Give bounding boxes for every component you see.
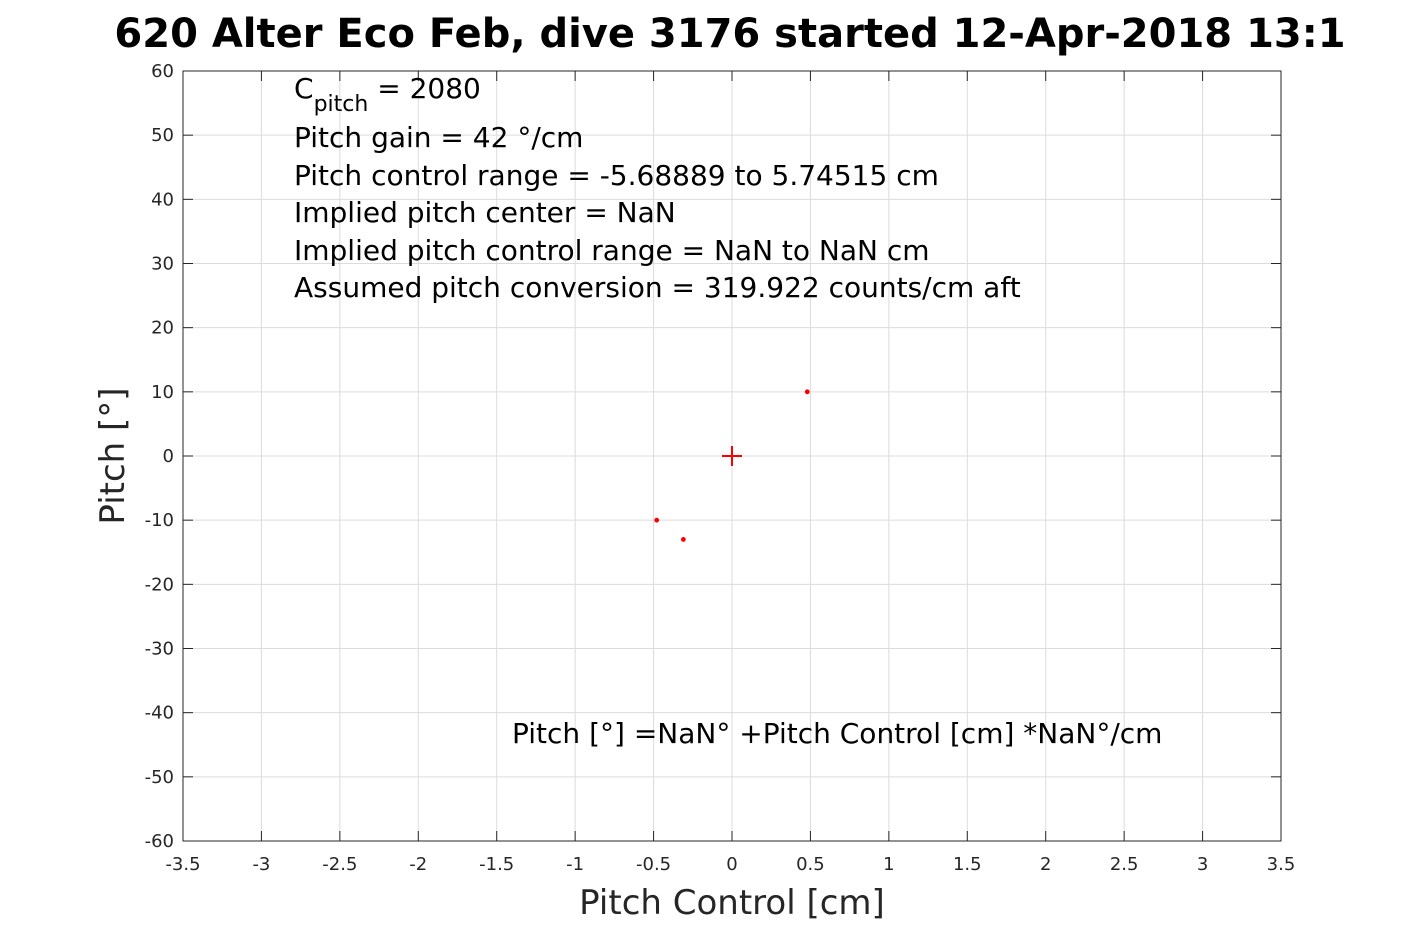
- y-tick-label: 10: [151, 382, 174, 403]
- x-tick-label: 3: [1197, 854, 1208, 875]
- y-tick-label: -50: [145, 767, 174, 788]
- y-tick-label: 30: [151, 254, 174, 275]
- x-tick-labels: -3.5 -3 -2.5 -2 -1.5 -1 -0.5 0 0.5 1 1.5 2 2.5 3 3.5: [165, 854, 1295, 875]
- x-tick-label: 2.5: [1110, 854, 1139, 875]
- x-tick-label: -1: [566, 854, 584, 875]
- y-tick-label: -10: [145, 510, 174, 531]
- x-tick-label: 1.5: [953, 854, 982, 875]
- cpitch-annotation: Cpitch = 2080: [294, 72, 481, 117]
- annotation-line: Pitch gain = 42 °/cm: [294, 121, 583, 154]
- axis-ticks: [182, 70, 1282, 842]
- y-axis-label: Pitch [°]: [93, 387, 133, 524]
- center-plus-marker: [722, 446, 742, 466]
- x-tick-label: 0.5: [796, 854, 825, 875]
- x-tick-label: 0: [726, 854, 737, 875]
- x-tick-label: 3.5: [1267, 854, 1296, 875]
- y-tick-labels: -60 -50 -40 -30 -20 -10 0 10 20 30 40 50 60: [145, 61, 174, 852]
- chart-title: 620 Alter Eco Feb, dive 3176 started 12-…: [114, 11, 1345, 57]
- annotation-line: Assumed pitch conversion = 319.922 count…: [294, 271, 1021, 304]
- x-tick-label: 2: [1040, 854, 1051, 875]
- data-marks: [654, 389, 810, 542]
- x-tick-label: -2.5: [322, 854, 357, 875]
- data-point: [654, 517, 660, 523]
- data-point: [680, 537, 686, 542]
- fit-equation: Pitch [°] =NaN° +Pitch Control [cm] *NaN…: [512, 717, 1162, 750]
- x-tick-label: -3.5: [165, 854, 200, 875]
- x-tick-label: -2: [409, 854, 427, 875]
- y-tick-label: 50: [151, 125, 174, 146]
- y-tick-label: 0: [163, 446, 174, 467]
- x-tick-label: -3: [252, 854, 270, 875]
- cpitch-value: = 2080: [368, 72, 481, 105]
- x-tick-label: 1: [883, 854, 894, 875]
- grid: [182, 70, 1282, 842]
- annotation-line: Implied pitch control range = NaN to NaN…: [294, 234, 930, 267]
- y-tick-label: -60: [145, 831, 174, 852]
- cpitch-symbol: C: [294, 72, 314, 105]
- annotation-line: Pitch control range = -5.68889 to 5.7451…: [294, 159, 939, 192]
- x-tick-label: -0.5: [636, 854, 671, 875]
- y-tick-label: -30: [145, 639, 174, 660]
- y-tick-label: 20: [151, 318, 174, 339]
- cpitch-subscript: pitch: [314, 92, 369, 117]
- y-tick-label: 60: [151, 61, 174, 82]
- x-tick-label: -1.5: [479, 854, 514, 875]
- y-tick-label: -40: [145, 703, 174, 724]
- data-point: [804, 389, 810, 395]
- y-tick-label: 40: [151, 189, 174, 210]
- y-tick-label: -20: [145, 574, 174, 595]
- x-axis-label: Pitch Control [cm]: [579, 883, 885, 923]
- annotation-line: Implied pitch center = NaN: [294, 196, 676, 229]
